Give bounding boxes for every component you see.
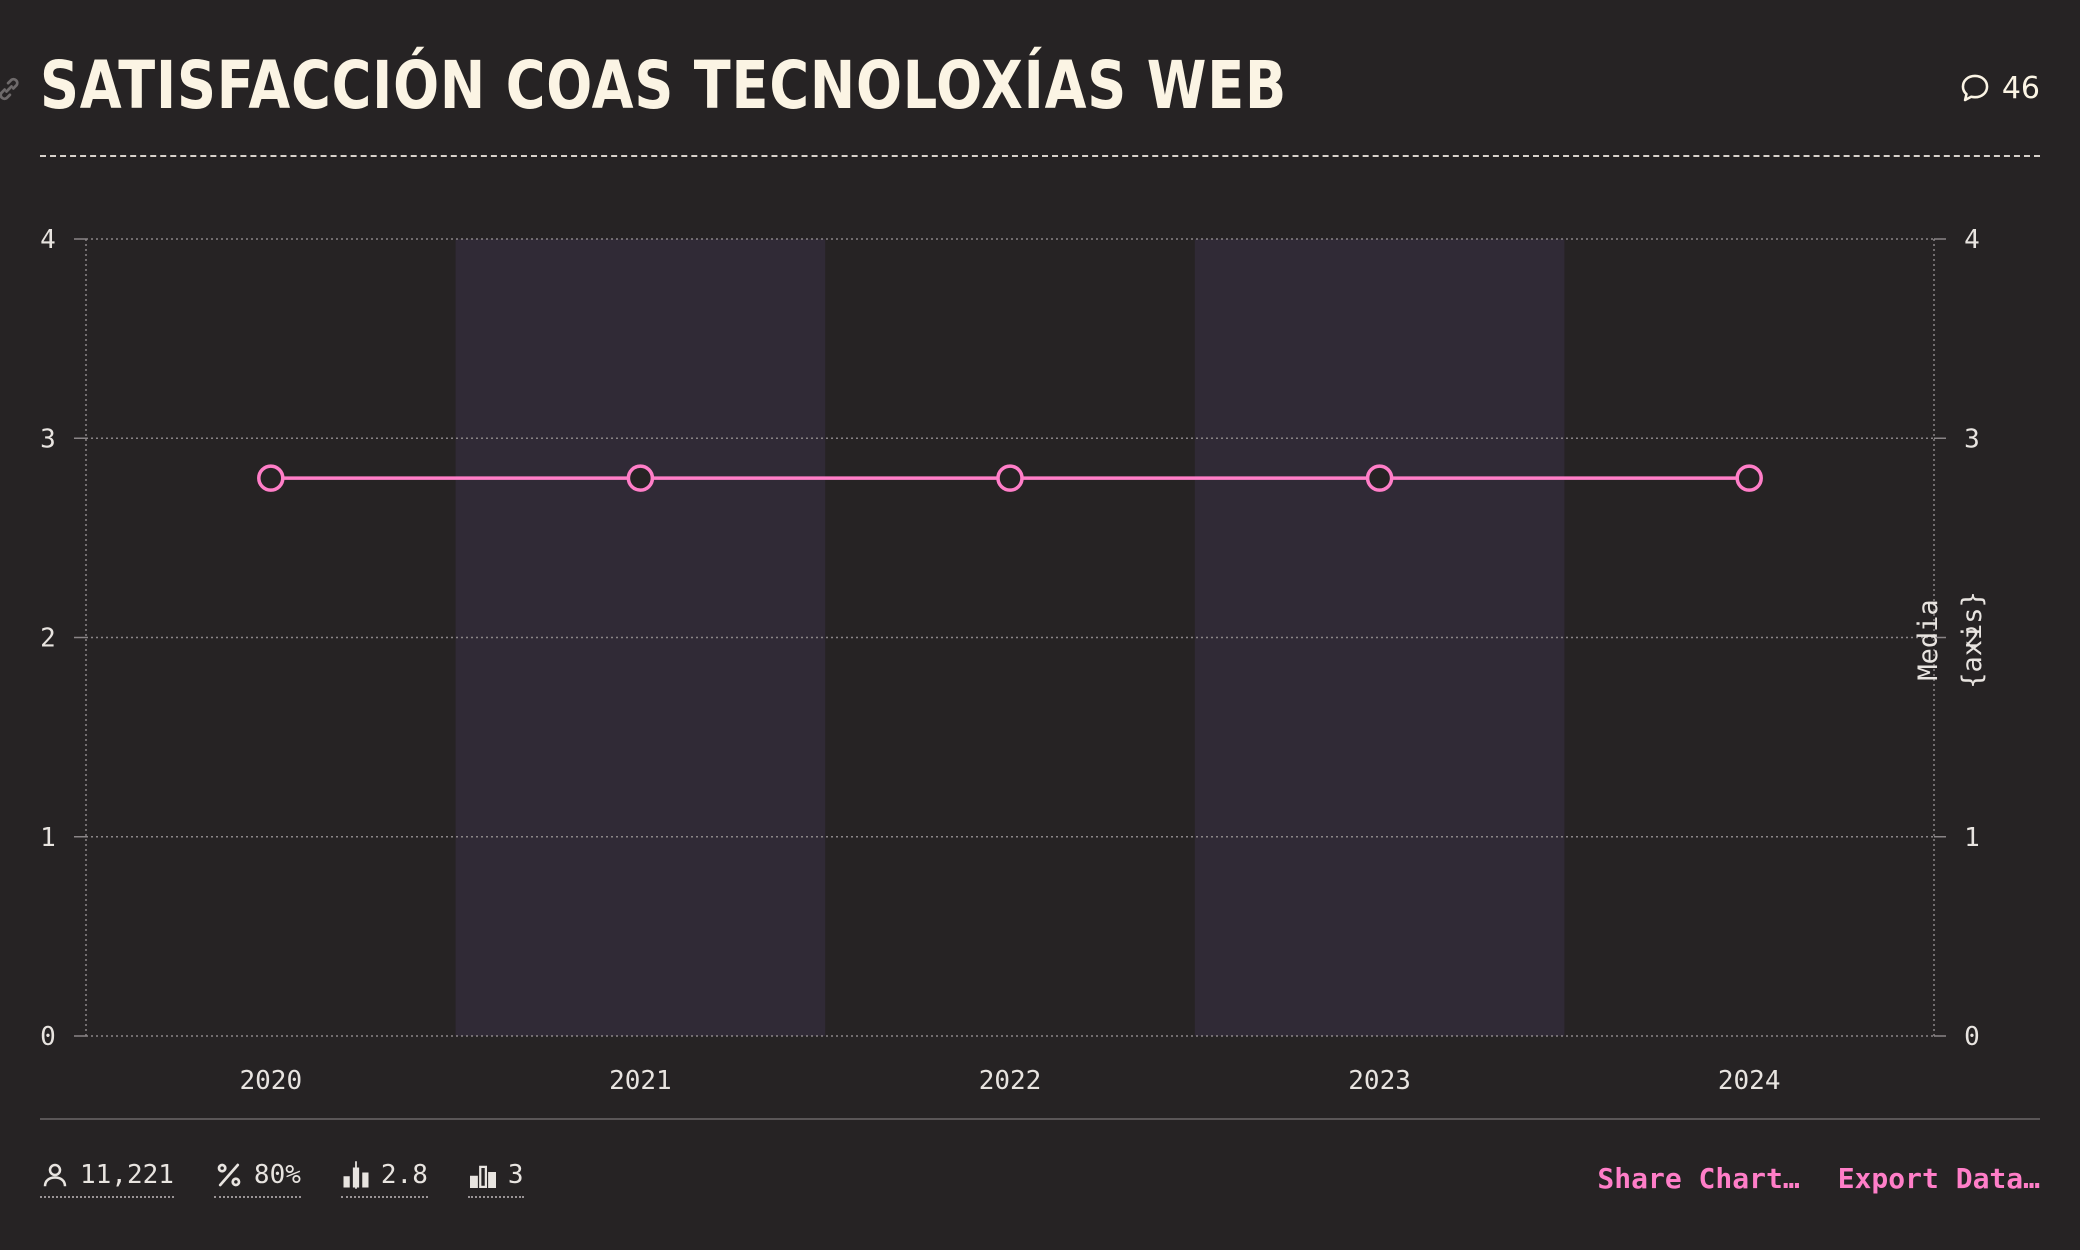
percent-icon <box>217 1163 241 1187</box>
x-tick-label: 2020 <box>239 1066 302 1096</box>
x-tick-label: 2024 <box>1718 1066 1781 1096</box>
link-icon[interactable] <box>0 74 24 104</box>
comment-count: 46 <box>2001 70 2040 106</box>
data-point <box>1365 464 1394 492</box>
stat-respondents-value: 11,221 <box>80 1160 174 1190</box>
y-tick-label-left: 2 <box>40 624 56 654</box>
share-chart-button[interactable]: Share Chart… <box>1597 1162 1800 1195</box>
stat-median-value: 3 <box>507 1160 524 1190</box>
y-tick-label-left: 4 <box>40 225 56 255</box>
x-tick-label: 2021 <box>609 1066 672 1096</box>
y-tick-label-right: 0 <box>1964 1022 1980 1052</box>
stat-respondents[interactable]: 11,221 <box>40 1160 174 1198</box>
footer-divider <box>40 1118 2040 1120</box>
bar-chart-median-icon <box>343 1161 369 1189</box>
line-chart: 0 0 1 1 2 2 3 3 4 4 Media {axis} 2020 2021 2022 2023 202… <box>40 225 1988 1096</box>
y-tick-label-right: 1 <box>1964 823 1980 853</box>
stat-mean[interactable]: 2.8 <box>340 1160 428 1198</box>
stat-percentage-value: 80% <box>253 1160 301 1190</box>
comments-button[interactable]: 46 <box>1958 68 2040 108</box>
data-point <box>1735 464 1763 492</box>
data-point <box>626 464 655 492</box>
y-tick-label-right: 2 <box>1964 624 1980 654</box>
bar-chart-icon <box>469 1165 496 1188</box>
y-tick-label-right: 4 <box>1964 225 1980 255</box>
y-tick-label-right: 3 <box>1964 424 1980 454</box>
header-divider <box>40 155 2040 157</box>
stat-mean-value: 2.8 <box>380 1160 428 1190</box>
stat-median[interactable]: 3 <box>467 1160 524 1198</box>
chart-header: SATISFACCIÓN COAS TECNOLOXÍAS WEB 46 <box>0 38 2040 158</box>
footer-actions: Share Chart… Export Data… <box>1597 1160 2040 1195</box>
y-tick-label-left: 3 <box>40 424 56 454</box>
chart-footer: 11,221 80% 2.8 3 <box>40 1160 2040 1220</box>
user-icon <box>43 1163 67 1187</box>
data-point <box>996 464 1024 492</box>
comment-icon <box>1961 74 1989 102</box>
y-axis-label-line: Media <box>1913 599 1944 680</box>
page-title: SATISFACCIÓN COAS TECNOLOXÍAS WEB <box>40 47 1288 124</box>
chart-area: 0 0 1 1 2 2 3 3 4 4 Media {axis} 2020 2021 2022 2023 202… <box>0 200 2080 1100</box>
column-band <box>1194 239 1565 1036</box>
data-point <box>257 464 285 492</box>
stats-bar: 11,221 80% 2.8 3 <box>40 1160 524 1198</box>
stat-percentage[interactable]: 80% <box>213 1160 301 1198</box>
y-axis-label-line: {axis} <box>1957 591 1988 689</box>
x-tick-label: 2022 <box>979 1066 1042 1096</box>
x-tick-label: 2023 <box>1348 1066 1411 1096</box>
export-data-button[interactable]: Export Data… <box>1837 1162 2040 1195</box>
y-tick-label-left: 0 <box>40 1022 56 1052</box>
y-tick-label-left: 1 <box>40 823 56 853</box>
